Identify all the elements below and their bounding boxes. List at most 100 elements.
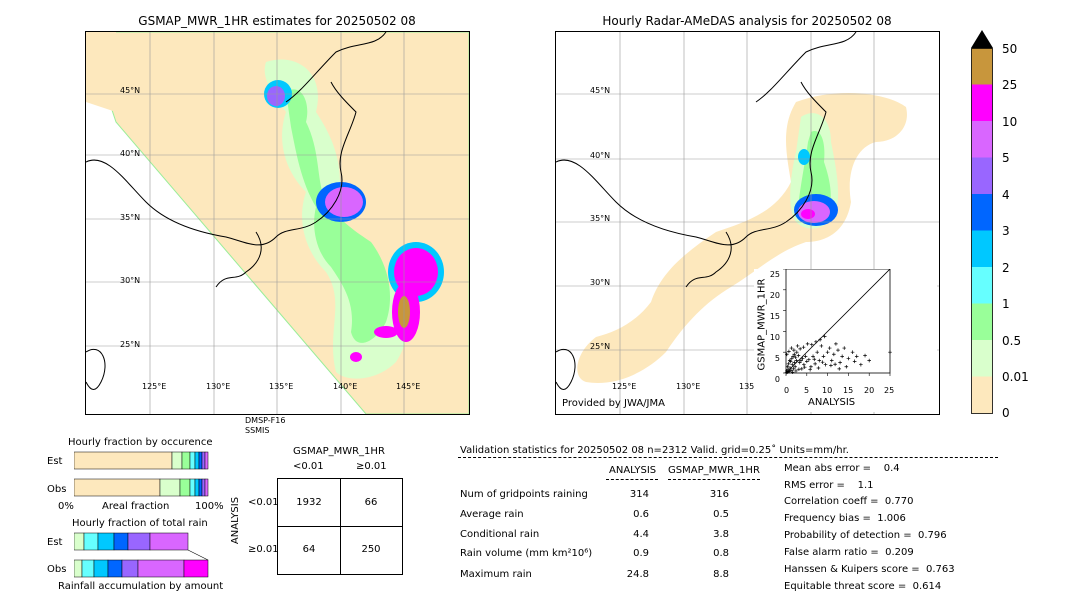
right-lon-label: 135°E: [739, 382, 764, 391]
stat-analysis: 0.9: [633, 548, 649, 559]
scatter-point: [821, 354, 826, 359]
scatter-ytick: 20: [769, 291, 780, 300]
colorbar-segment: [971, 230, 993, 268]
scatter-xtick: 25: [884, 386, 895, 395]
score-line: Probability of detection = 0.796: [784, 530, 947, 541]
scatter-point: [787, 358, 792, 363]
occurrence-axis-right: 100%: [195, 501, 224, 512]
scatter-point: [813, 362, 817, 366]
total-rain-row-obs: Obs: [47, 564, 67, 575]
stat-gsmap: 0.5: [713, 509, 729, 520]
right-lat-label: 40°N: [590, 151, 611, 160]
colorbar-label: 10: [1002, 115, 1018, 129]
score-line: RMS error = 1.1: [784, 480, 874, 491]
colorbar-segment: [971, 194, 993, 231]
scatter-ytick: 5: [774, 354, 780, 363]
occurrence-axis-left: 0%: [58, 501, 74, 512]
scatter-inset: 0 5 10 15 20 25 0 5 10 15 20 25 ANALYSIS…: [754, 268, 937, 412]
scatter-point: [785, 364, 790, 369]
stat-label: Conditional rain: [460, 529, 540, 540]
scatter-point: [888, 350, 892, 354]
contingency-col-header: ≥0.01: [356, 461, 387, 472]
scatter-point: [854, 354, 859, 359]
right-lon-label: 125°E: [612, 382, 637, 391]
stat-analysis: 24.8: [626, 569, 649, 580]
satellite-name: DMSP-F16: [245, 416, 286, 425]
colorbar-segment: [971, 376, 993, 414]
scatter-ytick: 25: [769, 270, 780, 279]
contingency-row-axis: ANALYSIS: [230, 496, 242, 545]
scatter-point: [793, 355, 798, 359]
scatter-point: [838, 360, 842, 365]
scatter-xlabel: ANALYSIS: [808, 397, 856, 408]
data-credit: Provided by JWA/JMA: [562, 398, 665, 409]
scatter-point: [788, 359, 793, 364]
scatter-point: [807, 357, 811, 362]
left-lon-label: 140°E: [333, 382, 358, 391]
scatter-point: [812, 357, 817, 362]
score-line: Frequency bias = 1.006: [784, 513, 906, 524]
scatter-point: [809, 364, 813, 369]
scatter-point: [799, 358, 803, 363]
stat-label: Rain volume (mm km²10⁶): [460, 548, 593, 559]
right-map-title: Hourly Radar-AMeDAS analysis for 2025050…: [602, 14, 892, 28]
contingency-row-header: ≥0.01: [248, 544, 279, 555]
colorbar-segment: [971, 48, 993, 85]
scatter-point: [791, 367, 796, 371]
scatter-point: [802, 365, 807, 369]
scatter-point: [844, 364, 849, 369]
validation-col-gsmap: GSMAP_MWR_1HR: [668, 465, 760, 476]
scatter-point: [825, 350, 830, 354]
score-line: Correlation coeff = 0.770: [784, 496, 914, 507]
contingency-cell: 64: [302, 544, 316, 555]
validation-header: Validation statistics for 20250502 08 n=…: [460, 445, 849, 456]
occurrence-bars: [74, 451, 209, 497]
colorbar-label: 2: [1002, 261, 1010, 275]
satellite-label: DMSP-F16 SSMIS: [245, 416, 285, 436]
stat-gsmap: 3.8: [713, 529, 729, 540]
scatter-point: [790, 370, 795, 374]
contingency-cell: 250: [361, 544, 381, 555]
colorbar-label: 0: [1002, 406, 1010, 420]
scatter-point: [834, 342, 838, 346]
scatter-plot: [783, 268, 892, 376]
left-map-canvas: [86, 32, 469, 414]
scatter-point: [823, 362, 828, 367]
contingency-cell: 1932: [296, 497, 322, 508]
score-line: Mean abs error = 0.4: [784, 463, 900, 474]
scatter-point: [822, 334, 827, 339]
scatter-point: [789, 346, 794, 350]
scatter-ytick: 10: [769, 333, 780, 342]
left-lon-label: 130°E: [206, 382, 231, 391]
scatter-point: [805, 342, 810, 346]
total-rain-title: Hourly fraction of total rain: [72, 518, 208, 529]
occurrence-row-est: Est: [47, 456, 63, 467]
colorbar-label: 0.01: [1002, 370, 1029, 384]
left-lon-label: 125°E: [142, 382, 167, 391]
scatter-xtick: 10: [822, 386, 833, 395]
right-lat-label: 35°N: [590, 214, 611, 223]
scatter-point: [795, 350, 799, 354]
scatter-point: [836, 348, 840, 352]
scatter-point: [787, 349, 791, 354]
sensor-name: SSMIS: [245, 426, 270, 435]
stat-analysis: 4.4: [633, 529, 649, 540]
scatter-point: [793, 364, 797, 369]
scatter-point: [846, 356, 851, 361]
scatter-point: [829, 363, 833, 368]
occurrence-title: Hourly fraction by occurence: [68, 437, 213, 448]
colorbar-over-arrow: [971, 30, 993, 48]
scatter-xtick: 15: [843, 386, 854, 395]
colorbar-segment: [971, 84, 993, 122]
scatter-point: [797, 367, 801, 372]
occurrence-axis-label: Areal fraction: [102, 501, 170, 512]
colorbar-segment: [971, 303, 993, 341]
colorbar-segment: [971, 157, 993, 195]
right-lat-label: 30°N: [590, 278, 611, 287]
colorbar-label: 25: [1002, 78, 1018, 92]
left-lat-label: 25°N: [120, 340, 141, 349]
stat-gsmap: 8.8: [713, 569, 729, 580]
scatter-point: [790, 356, 794, 361]
scatter-xtick: 0: [784, 386, 790, 395]
scatter-point: [827, 346, 832, 350]
